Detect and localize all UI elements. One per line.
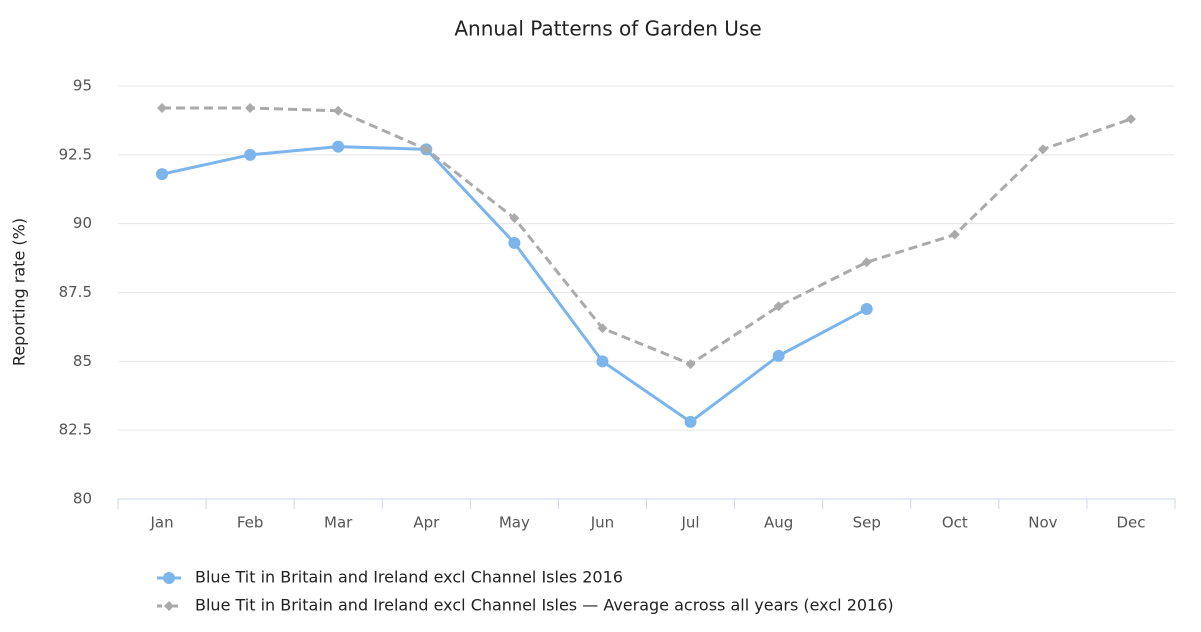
x-tick-label: Sep: [853, 514, 881, 532]
x-tick-label: Aug: [764, 514, 793, 532]
x-tick-label: Jul: [680, 514, 699, 532]
data-point: [685, 359, 696, 370]
data-point: [332, 140, 345, 153]
y-tick-label: 90: [73, 214, 92, 232]
y-tick-label: 80: [73, 490, 92, 508]
data-point: [597, 323, 608, 334]
y-tick-label: 85: [73, 352, 92, 370]
x-tick-label: Nov: [1028, 514, 1057, 532]
data-point: [156, 168, 169, 181]
data-point: [949, 229, 960, 240]
data-point: [157, 103, 168, 114]
x-tick-label: Jan: [149, 514, 173, 532]
x-tick-label: May: [499, 514, 530, 532]
y-tick-label: 87.5: [59, 283, 92, 301]
data-point: [860, 303, 873, 316]
chart-title: Annual Patterns of Garden Use: [454, 17, 761, 41]
y-axis-label: Reporting rate (%): [10, 218, 29, 366]
data-point: [244, 148, 257, 161]
data-point: [772, 349, 785, 362]
y-tick-label: 95: [73, 77, 92, 95]
x-tick-label: Jun: [590, 514, 614, 532]
y-tick-label: 82.5: [59, 421, 92, 439]
x-tick-label: Oct: [942, 514, 968, 532]
data-point: [509, 213, 520, 224]
legend-label: Blue Tit in Britain and Ireland excl Cha…: [195, 596, 894, 615]
data-point: [1037, 144, 1048, 155]
data-point: [421, 144, 432, 155]
data-point: [861, 257, 872, 268]
x-tick-label: Feb: [237, 514, 264, 532]
series-line: [161, 145, 868, 424]
x-tick-label: Apr: [413, 514, 440, 532]
data-point: [245, 103, 256, 114]
data-point: [1125, 114, 1136, 125]
x-tick-label: Dec: [1116, 514, 1145, 532]
legend-marker: [163, 572, 175, 584]
data-point: [333, 105, 344, 116]
data-point: [508, 236, 521, 249]
y-tick-label: 92.5: [59, 145, 92, 163]
x-tick-label: Mar: [324, 514, 353, 532]
data-point: [596, 355, 609, 368]
legend-label: Blue Tit in Britain and Ireland excl Cha…: [195, 568, 623, 587]
legend-marker: [164, 601, 174, 611]
data-point: [773, 301, 784, 312]
data-point: [684, 415, 697, 428]
series-line: [162, 106, 1132, 366]
